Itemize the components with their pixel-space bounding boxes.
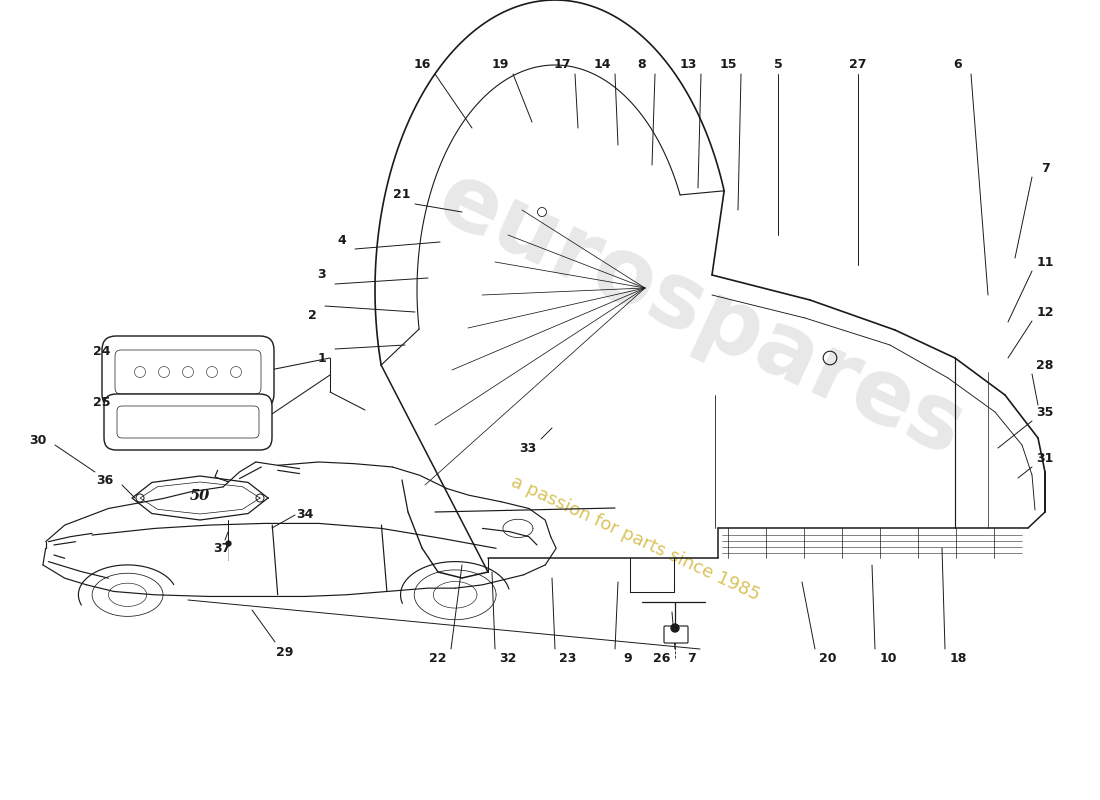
Text: 26: 26 [653, 651, 671, 665]
Text: 36: 36 [97, 474, 113, 486]
Text: 22: 22 [429, 651, 447, 665]
Text: 14: 14 [593, 58, 611, 71]
Text: 23: 23 [559, 651, 576, 665]
FancyBboxPatch shape [104, 394, 272, 450]
FancyBboxPatch shape [664, 626, 688, 643]
Text: 17: 17 [553, 58, 571, 71]
Text: 29: 29 [276, 646, 294, 658]
Text: 8: 8 [638, 58, 647, 71]
Text: 9: 9 [624, 651, 632, 665]
Text: 37: 37 [213, 542, 231, 554]
Text: 16: 16 [414, 58, 431, 71]
Text: 12: 12 [1036, 306, 1054, 318]
Text: 21: 21 [393, 189, 410, 202]
Text: 6: 6 [954, 58, 962, 71]
Text: 19: 19 [492, 58, 508, 71]
Text: 35: 35 [1036, 406, 1054, 418]
Text: 28: 28 [1036, 358, 1054, 371]
Text: 13: 13 [680, 58, 696, 71]
FancyBboxPatch shape [102, 336, 274, 408]
Text: 4: 4 [338, 234, 346, 246]
Text: 11: 11 [1036, 255, 1054, 269]
Text: 1: 1 [318, 351, 327, 365]
Text: 7: 7 [688, 651, 696, 665]
Text: 30: 30 [30, 434, 46, 446]
Text: eurospares: eurospares [422, 154, 977, 475]
Text: 50: 50 [190, 489, 210, 503]
Text: 15: 15 [719, 58, 737, 71]
Text: 18: 18 [949, 651, 967, 665]
Text: 7: 7 [1041, 162, 1049, 174]
Text: 33: 33 [519, 442, 537, 454]
Text: 27: 27 [849, 58, 867, 71]
Text: a passion for parts since 1985: a passion for parts since 1985 [508, 472, 762, 604]
Text: 3: 3 [318, 269, 327, 282]
Text: 2: 2 [308, 309, 317, 322]
FancyBboxPatch shape [116, 350, 261, 394]
Text: 31: 31 [1036, 451, 1054, 465]
Text: 24: 24 [94, 346, 111, 358]
Text: 5: 5 [773, 58, 782, 71]
Text: 25: 25 [94, 395, 111, 409]
FancyBboxPatch shape [117, 406, 258, 438]
Circle shape [671, 624, 679, 632]
Text: 34: 34 [296, 509, 314, 522]
Text: 32: 32 [499, 651, 517, 665]
Text: 10: 10 [879, 651, 896, 665]
Text: 20: 20 [820, 651, 837, 665]
